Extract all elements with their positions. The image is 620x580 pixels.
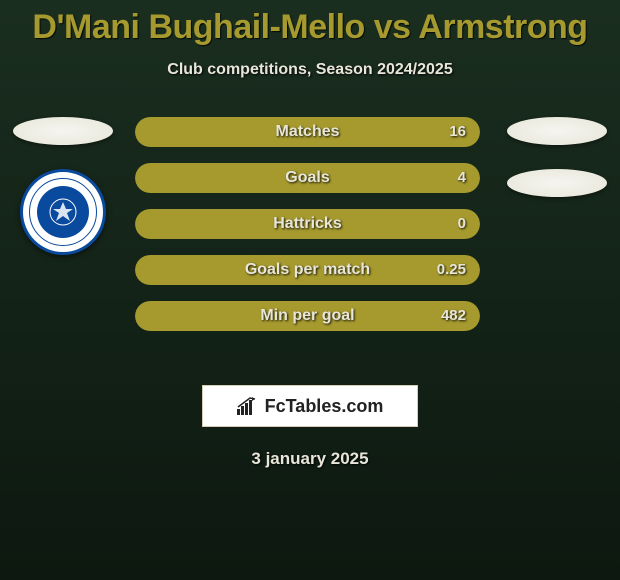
club-badge-left xyxy=(20,169,106,255)
stat-row-goals: Goals 4 xyxy=(135,163,480,193)
stat-label: Hattricks xyxy=(135,209,480,239)
stat-row-hattricks: Hattricks 0 xyxy=(135,209,480,239)
brand-text: FcTables.com xyxy=(265,396,384,417)
stat-row-mpg: Min per goal 482 xyxy=(135,301,480,331)
stat-label: Goals xyxy=(135,163,480,193)
stat-label: Min per goal xyxy=(135,301,480,331)
brand-box[interactable]: FcTables.com xyxy=(202,385,418,427)
stat-row-gpm: Goals per match 0.25 xyxy=(135,255,480,285)
player-right-column xyxy=(502,117,612,197)
club-badge-right-placeholder xyxy=(507,169,607,197)
chart-icon xyxy=(237,397,259,415)
player-left-column xyxy=(8,117,118,255)
player-right-photo-placeholder xyxy=(507,117,607,145)
stat-label: Matches xyxy=(135,117,480,147)
stats-block: Matches 16 Goals 4 Hattricks 0 Goals per… xyxy=(135,117,480,347)
stat-label: Goals per match xyxy=(135,255,480,285)
stat-value: 4 xyxy=(458,163,466,193)
player-left-photo-placeholder xyxy=(13,117,113,145)
subtitle: Club competitions, Season 2024/2025 xyxy=(0,61,620,79)
date-line: 3 january 2025 xyxy=(0,449,620,469)
stat-value: 16 xyxy=(449,117,466,147)
comparison-area: Matches 16 Goals 4 Hattricks 0 Goals per… xyxy=(0,117,620,367)
stat-value: 0 xyxy=(458,209,466,239)
stat-row-matches: Matches 16 xyxy=(135,117,480,147)
stat-value: 482 xyxy=(441,301,466,331)
stat-value: 0.25 xyxy=(437,255,466,285)
page-title: D'Mani Bughail-Mello vs Armstrong xyxy=(0,0,620,47)
